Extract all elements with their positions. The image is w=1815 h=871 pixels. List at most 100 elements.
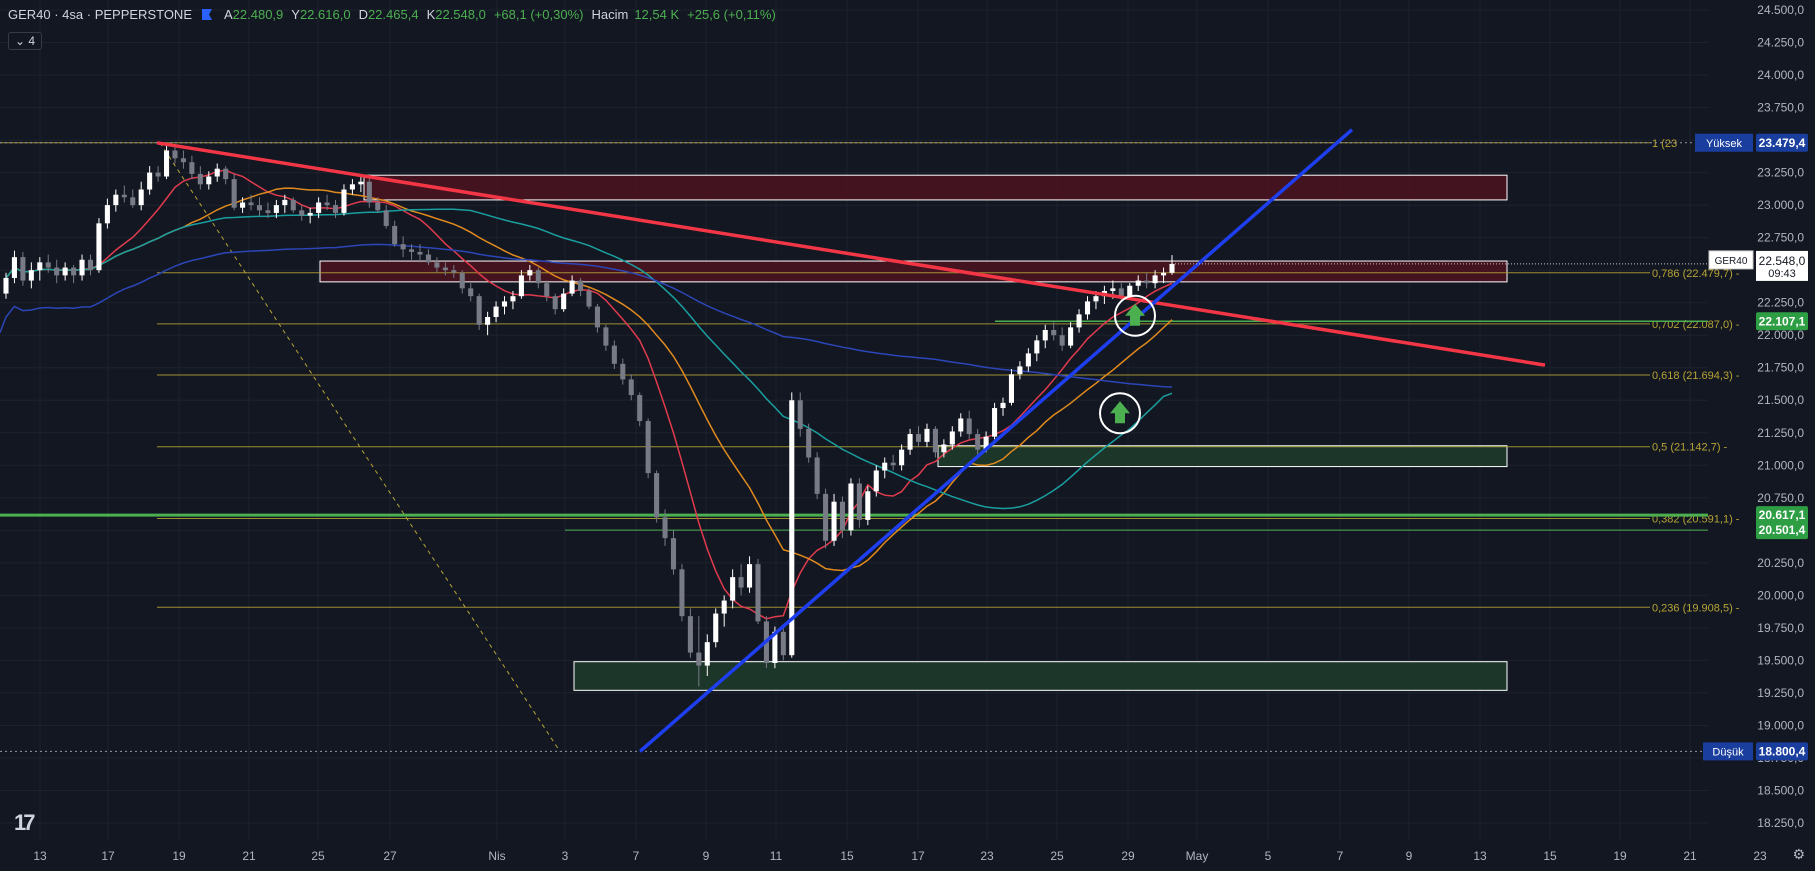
volume-value: 12,54 K	[634, 7, 680, 22]
y-tick-label: 24.250,0	[1757, 36, 1804, 50]
gear-icon[interactable]: ⚙	[1792, 846, 1805, 862]
candle	[932, 426, 938, 458]
high-price-tag-bg	[1756, 133, 1808, 152]
candle-body	[1059, 335, 1065, 346]
candle-body	[104, 205, 110, 224]
candle	[375, 197, 381, 213]
candle-body	[823, 493, 829, 541]
candle-body	[1076, 314, 1082, 328]
fib-label: 1 (23	[1652, 138, 1677, 150]
candle-body	[941, 444, 947, 453]
level-tag-support-2: 20.617,1	[1756, 506, 1808, 525]
candle-body	[417, 251, 423, 255]
candle-body	[907, 434, 913, 450]
close-label: K	[426, 7, 436, 22]
candle-body	[96, 223, 102, 271]
candle	[501, 296, 508, 315]
candle	[747, 556, 753, 593]
candle-body	[113, 194, 119, 206]
candle-body	[839, 501, 846, 531]
candle-body	[1017, 366, 1023, 375]
x-tick-label: 7	[1337, 849, 1344, 863]
candle-body	[485, 316, 491, 325]
y-tick-label: 20.750,0	[1757, 491, 1804, 505]
candle	[1076, 309, 1082, 333]
candle-body	[1008, 374, 1014, 403]
candle-body	[594, 306, 600, 328]
candle-body	[307, 212, 313, 216]
candle	[1017, 361, 1023, 380]
symbol-tag-text: GER40	[1715, 256, 1748, 267]
candle-body	[147, 172, 153, 190]
y-tick-label: 23.000,0	[1757, 198, 1804, 212]
candle-body	[544, 283, 550, 297]
candle	[468, 283, 474, 302]
candle-body	[873, 470, 879, 492]
y-tick-label: 23.250,0	[1757, 166, 1804, 180]
candle	[206, 171, 212, 190]
candle	[442, 262, 448, 276]
candle-body	[924, 428, 930, 442]
open-label: A	[224, 7, 233, 22]
indicators-toggle-button[interactable]: ⌄ 4	[8, 32, 43, 50]
candle-body	[1034, 340, 1040, 354]
y-tick-label: 19.750,0	[1757, 621, 1804, 635]
candle	[865, 486, 871, 526]
candle-body	[290, 199, 296, 211]
candle-body	[256, 205, 263, 211]
x-tick-label: 21	[242, 849, 256, 863]
symbol-tag-bg	[1708, 250, 1754, 270]
candle	[797, 392, 803, 437]
red-trendline	[156, 141, 1546, 367]
candle-body	[28, 270, 34, 281]
y-tick-label: 19.000,0	[1757, 718, 1804, 732]
candle-body	[578, 280, 584, 291]
candle-body	[856, 483, 862, 520]
candle	[814, 452, 820, 500]
y-tick-label: 20.250,0	[1757, 556, 1804, 570]
candle	[628, 374, 634, 401]
candle-body	[1144, 280, 1150, 284]
candle-body	[882, 462, 888, 471]
candle-body	[214, 168, 220, 177]
arrow-circle	[1099, 392, 1141, 435]
level-tag-support-3-text: 20.501,4	[1759, 523, 1806, 537]
candle	[510, 290, 516, 310]
candle	[493, 301, 499, 323]
candle	[958, 413, 964, 437]
low-price-tag-bg	[1756, 742, 1808, 761]
x-tick-label: 7	[633, 849, 640, 863]
x-tick-label: 27	[383, 849, 397, 863]
candle-body	[1152, 275, 1158, 284]
candle	[992, 402, 998, 440]
candle-body	[865, 491, 871, 520]
change-value: +68,1 (+0,30%)	[493, 7, 584, 22]
x-tick-label: 19	[172, 849, 186, 863]
candle-body	[738, 577, 744, 588]
candle-body	[358, 181, 364, 185]
y-tick-label: 19.250,0	[1757, 686, 1804, 700]
symbol-label[interactable]: GER40 · 4sa · PEPPERSTONE	[8, 7, 192, 22]
candle	[1068, 322, 1074, 349]
candle	[1135, 275, 1141, 291]
candle-body	[62, 267, 68, 276]
candle	[1059, 327, 1065, 351]
zone-resistance	[363, 174, 1508, 201]
y-tick-label: 18.500,0	[1757, 783, 1804, 797]
candle	[358, 176, 364, 193]
candle	[1051, 322, 1057, 341]
candle	[341, 184, 347, 216]
level-tag-support-2-bg	[1756, 506, 1808, 525]
candle	[189, 155, 195, 180]
low-price-tag: 18.800,4	[1756, 742, 1808, 761]
candle	[256, 197, 263, 216]
candle	[594, 303, 600, 333]
candle	[620, 358, 626, 385]
candle	[307, 207, 313, 224]
candle-body	[1135, 280, 1141, 286]
candle-body	[265, 210, 271, 213]
high-value: 22.616,0	[299, 7, 351, 22]
candle-body	[628, 379, 634, 396]
